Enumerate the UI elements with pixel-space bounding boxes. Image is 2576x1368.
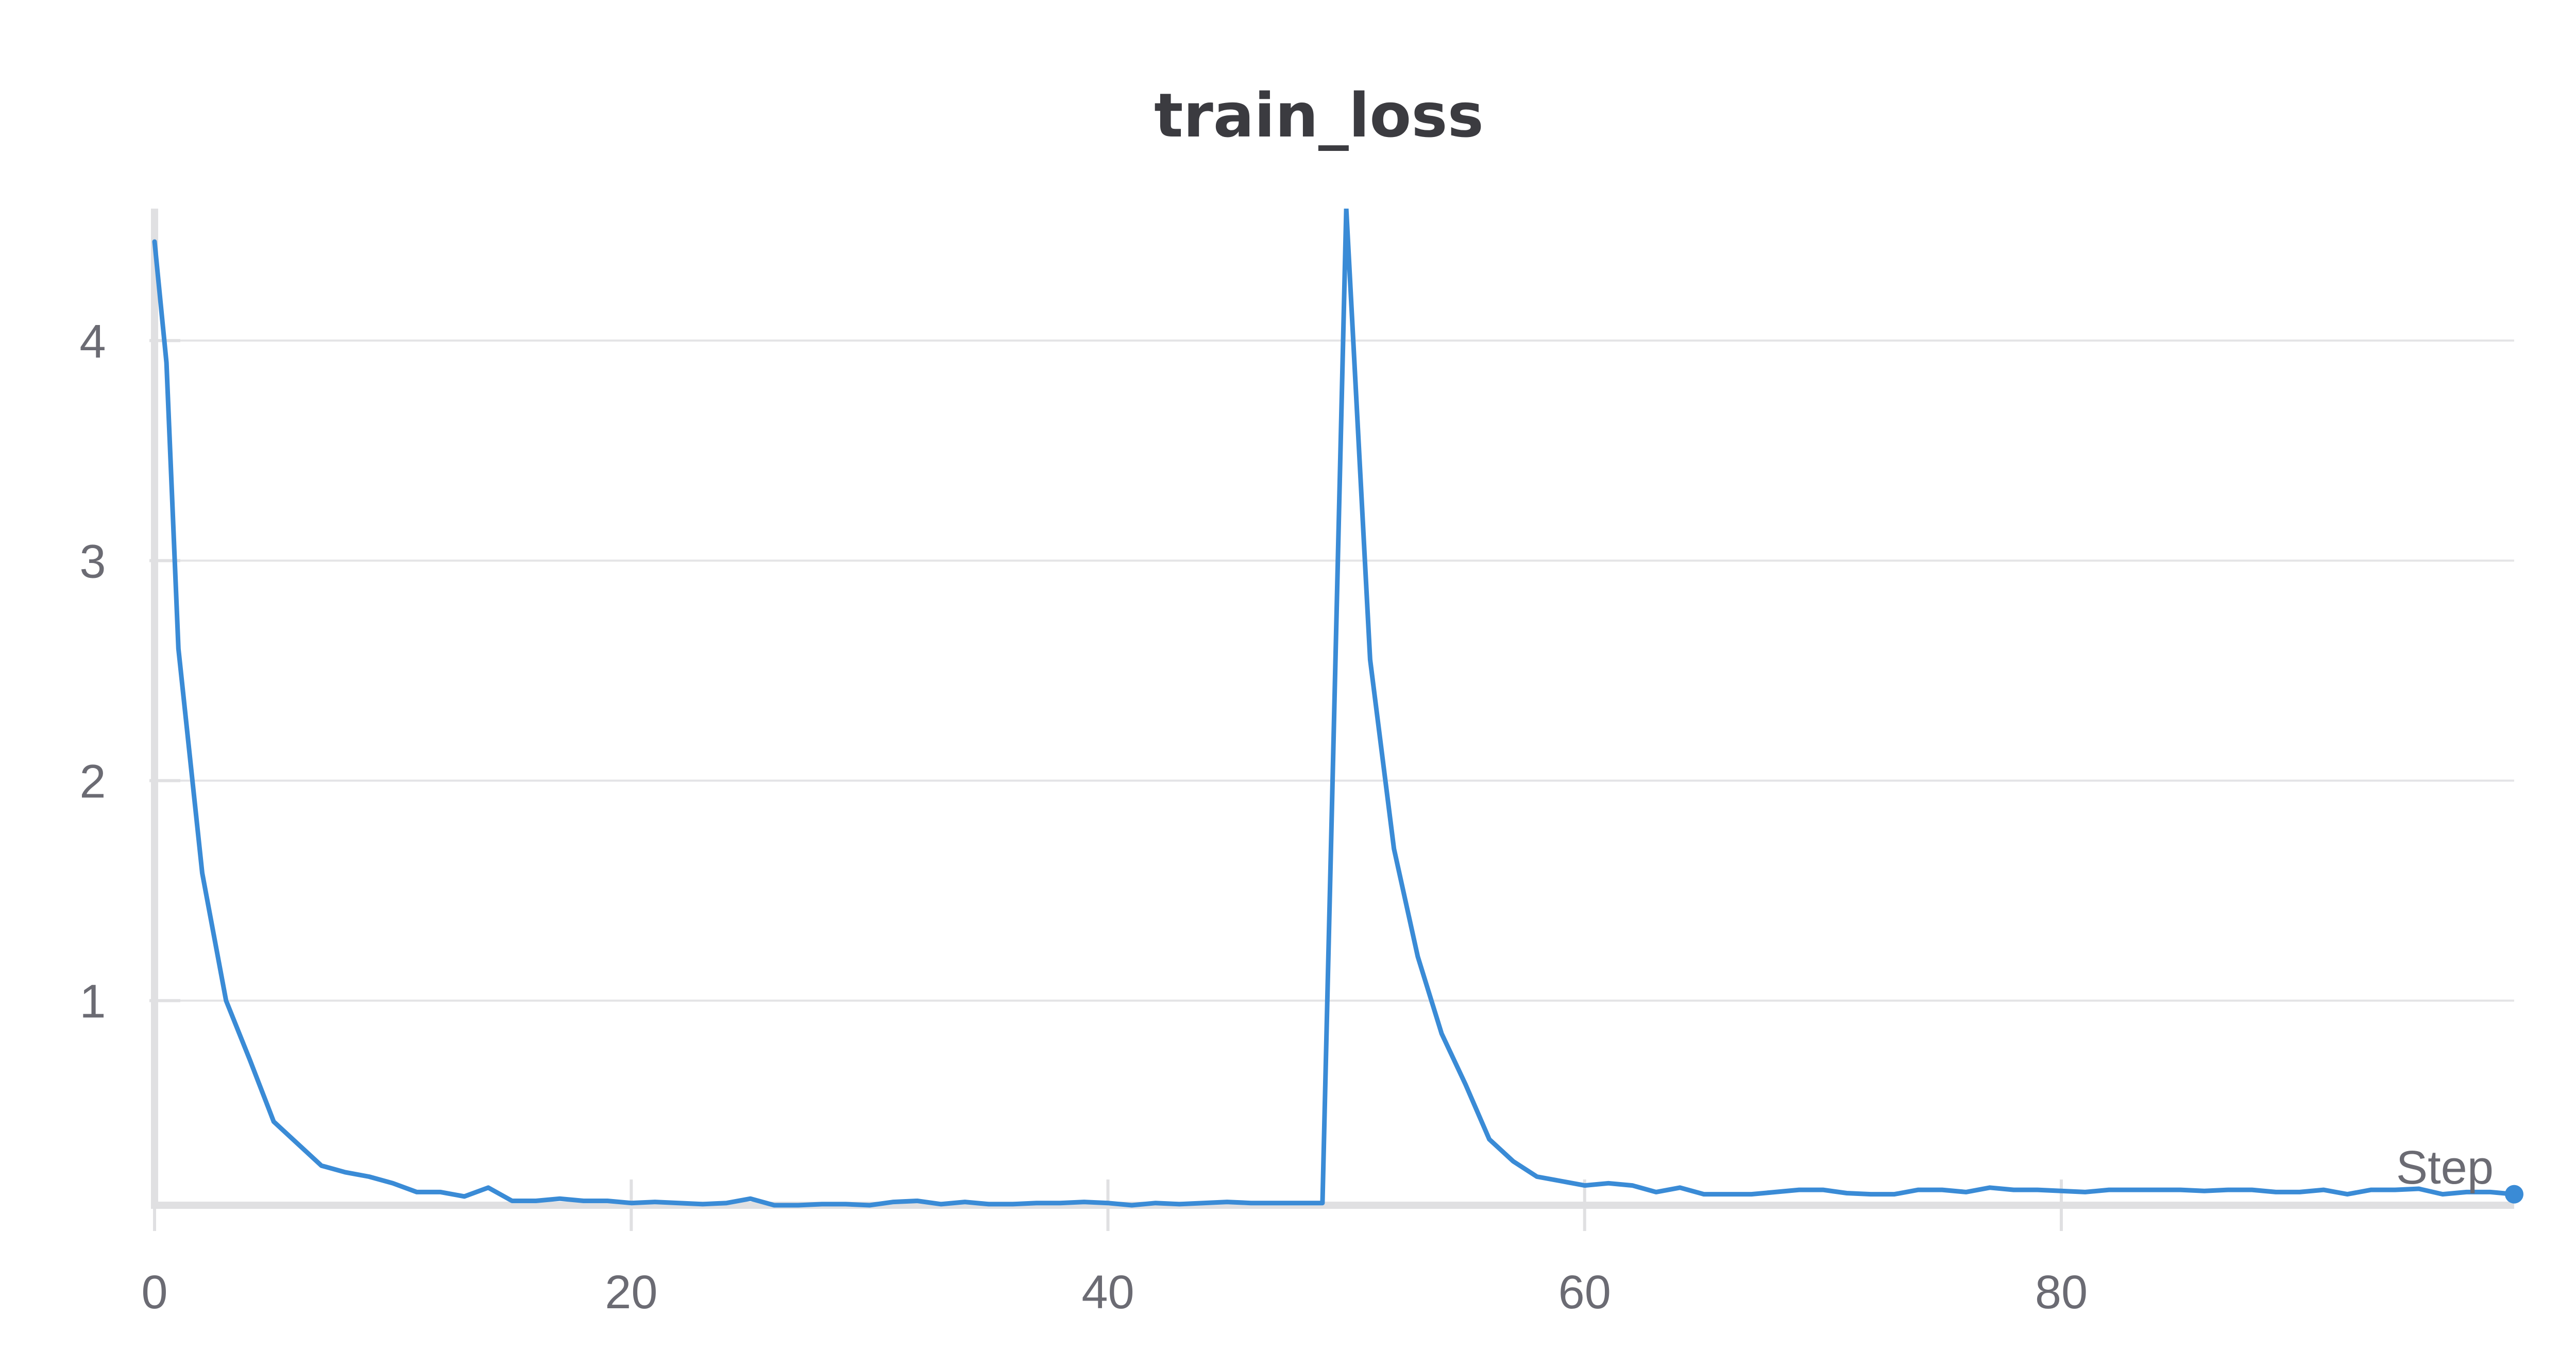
chart-title: train_loss (1154, 80, 1484, 151)
last-point-marker (2505, 1185, 2523, 1204)
y-tick-label: 3 (79, 535, 106, 588)
series-line-0 (152, 209, 2517, 1208)
x-tick-label: 0 (141, 1266, 167, 1319)
series-layer (152, 208, 2523, 1208)
x-tick-label: 20 (605, 1266, 657, 1319)
x-tick-label: 40 (1081, 1266, 1134, 1319)
y-tick-label: 2 (79, 756, 106, 808)
x-axis-title: Step (2396, 1141, 2494, 1194)
x-tick-label: 80 (2035, 1266, 2088, 1319)
y-tick-label: 4 (79, 315, 106, 368)
x-tick-label: 60 (1558, 1266, 1611, 1319)
gridlines (155, 339, 2514, 1002)
y-tick-label: 1 (79, 976, 106, 1028)
